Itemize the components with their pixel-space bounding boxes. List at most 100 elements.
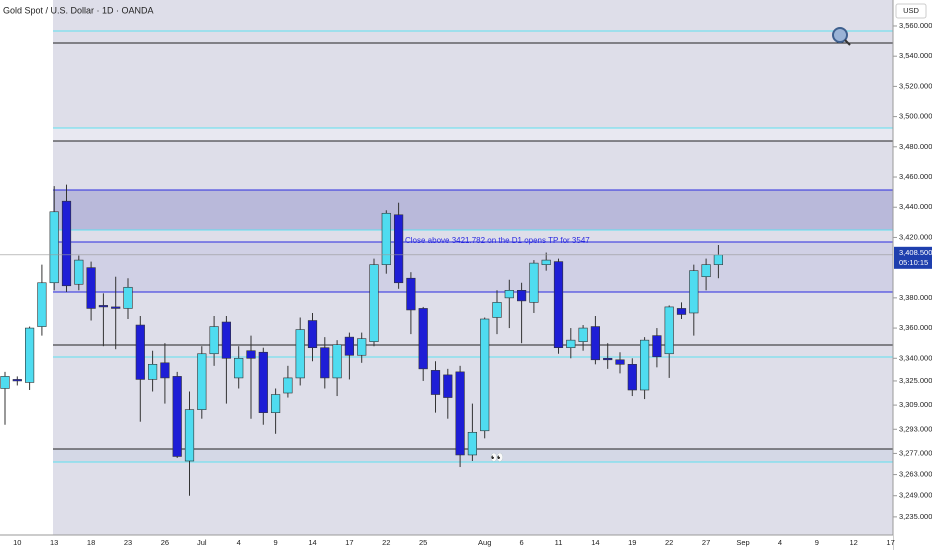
x-tick-label: Aug bbox=[478, 538, 491, 547]
x-tick-label: 4 bbox=[237, 538, 241, 547]
candle-body bbox=[504, 290, 514, 299]
candle-body bbox=[578, 327, 588, 342]
annotation: Close above 3421.782 on the D1 opens TP … bbox=[405, 236, 590, 245]
x-tick-label: 9 bbox=[815, 538, 819, 547]
candle-body bbox=[74, 259, 84, 285]
candle-body bbox=[443, 374, 453, 398]
x-tick-label: 17 bbox=[345, 538, 353, 547]
candle-body bbox=[332, 344, 342, 379]
currency: USD bbox=[903, 6, 919, 15]
candle-body bbox=[676, 308, 687, 315]
x-tick-label: 22 bbox=[382, 538, 390, 547]
y-tick-label: 3,540.000 bbox=[899, 51, 932, 60]
candle-body bbox=[381, 212, 391, 265]
x-tick-label: 4 bbox=[778, 538, 782, 547]
candle-body bbox=[197, 353, 207, 410]
candle-body bbox=[246, 350, 256, 359]
y-tick-label: 3,460.000 bbox=[899, 172, 932, 181]
candle-body bbox=[393, 214, 404, 284]
zone bbox=[53, 128, 893, 141]
y-tick-label: 3,520.000 bbox=[899, 81, 932, 90]
candle-body bbox=[541, 259, 551, 265]
candle-body bbox=[566, 339, 576, 349]
magnifier-icon[interactable] bbox=[832, 27, 851, 46]
candle-body bbox=[295, 329, 305, 379]
candle-body bbox=[86, 267, 96, 309]
candle-body bbox=[123, 286, 133, 309]
zone bbox=[53, 449, 893, 462]
candle-body bbox=[430, 370, 441, 395]
candle-body bbox=[61, 200, 72, 287]
candle-body bbox=[713, 254, 723, 265]
candle-body bbox=[652, 335, 662, 358]
candle-body bbox=[24, 327, 35, 383]
time-axis bbox=[0, 535, 893, 550]
magnifier-handle bbox=[844, 39, 851, 46]
candle-body bbox=[160, 362, 170, 379]
y-tick-label: 3,340.000 bbox=[899, 353, 932, 362]
candle-body bbox=[480, 318, 490, 432]
x-tick-label: 14 bbox=[308, 538, 316, 547]
candle-body bbox=[492, 302, 502, 318]
x-tick-label: 11 bbox=[555, 538, 563, 547]
candle-body bbox=[357, 338, 367, 356]
candle-body bbox=[234, 357, 244, 379]
y-tick-label: 3,263.000 bbox=[899, 470, 932, 479]
y-tick-label: 3,309.000 bbox=[899, 400, 932, 409]
x-tick-label: 19 bbox=[628, 538, 636, 547]
candle-body bbox=[209, 326, 219, 355]
candle-body bbox=[49, 211, 59, 284]
chart-title: Gold Spot / U.S. Dollar · 1D · OANDA bbox=[3, 5, 154, 15]
x-tick-label: 18 bbox=[87, 538, 95, 547]
y-tick-label: 3,560.000 bbox=[899, 21, 932, 30]
candle-body bbox=[516, 290, 527, 302]
candle-body bbox=[12, 379, 22, 382]
candle-body bbox=[529, 262, 539, 303]
y-tick-label: 3,360.000 bbox=[899, 323, 932, 332]
y-tick-label: 3,277.000 bbox=[899, 448, 932, 457]
y-tick-label: 3,249.000 bbox=[899, 491, 932, 500]
candle-body bbox=[701, 264, 711, 278]
candle-body bbox=[406, 277, 416, 311]
candle-body bbox=[98, 305, 108, 308]
candle-body bbox=[0, 376, 10, 389]
candle-body bbox=[689, 270, 699, 314]
x-tick-label: 13 bbox=[50, 538, 58, 547]
candle-body bbox=[184, 409, 195, 462]
candle-body bbox=[221, 321, 232, 359]
x-tick-label: 14 bbox=[591, 538, 599, 547]
price-axis bbox=[893, 0, 932, 550]
candle-body bbox=[172, 376, 182, 457]
candle-body bbox=[627, 364, 637, 391]
y-tick-label: 3,500.000 bbox=[899, 112, 932, 121]
countdown: 05:10:15 bbox=[899, 258, 928, 267]
y-tick-label: 3,293.000 bbox=[899, 424, 932, 433]
candle-body bbox=[37, 282, 47, 327]
last-price-label: 3,408.500 bbox=[899, 248, 932, 257]
candle-body bbox=[455, 371, 465, 456]
candle-body bbox=[148, 364, 158, 380]
zone bbox=[53, 190, 893, 230]
last-price-box bbox=[894, 246, 932, 269]
x-tick-label: 26 bbox=[161, 538, 169, 547]
y-tick-label: 3,235.000 bbox=[899, 512, 932, 521]
candle-body bbox=[135, 324, 145, 380]
y-tick-label: 3,440.000 bbox=[899, 202, 932, 211]
magnifier-icon[interactable] bbox=[832, 27, 848, 43]
candle-body bbox=[603, 357, 613, 361]
x-tick-label: 12 bbox=[850, 538, 858, 547]
zone bbox=[53, 242, 893, 292]
candle-body bbox=[270, 394, 281, 413]
candle-body bbox=[283, 377, 293, 394]
candle-body bbox=[615, 359, 625, 365]
candle-body bbox=[639, 339, 650, 391]
x-tick-label: 27 bbox=[702, 538, 710, 547]
candle-body bbox=[344, 336, 355, 356]
annotation: 👀 bbox=[490, 452, 504, 464]
x-tick-label: 23 bbox=[124, 538, 132, 547]
candle-body bbox=[320, 347, 330, 379]
x-tick-label: 22 bbox=[665, 538, 673, 547]
candle-body bbox=[590, 326, 600, 361]
y-tick-label: 3,480.000 bbox=[899, 142, 932, 151]
currency-box[interactable] bbox=[895, 3, 927, 19]
